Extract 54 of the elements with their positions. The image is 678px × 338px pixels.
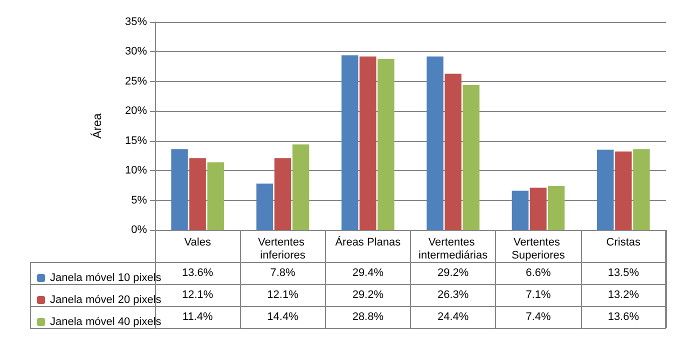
y-axis-title: Área xyxy=(90,113,104,139)
data-label: 13.6% xyxy=(608,311,640,323)
legend-label: Janela móvel 40 pixels xyxy=(50,316,162,328)
bar xyxy=(378,58,394,230)
legend-label: Janela móvel 10 pixels xyxy=(50,272,162,284)
data-label: 12.1% xyxy=(182,289,214,301)
x-tick-label: Cristas xyxy=(606,236,642,248)
x-tick-label: Áreas Planas xyxy=(335,236,402,248)
bar xyxy=(292,144,310,230)
bar xyxy=(597,150,614,230)
bar xyxy=(207,162,224,230)
bar xyxy=(274,158,292,230)
data-label: 12.1% xyxy=(267,289,299,301)
data-label: 7.1% xyxy=(526,289,551,301)
data-label: 11.4% xyxy=(182,311,213,323)
y-tick-label: 15% xyxy=(124,134,148,147)
data-label: 13.2% xyxy=(608,289,640,301)
data-label: 26.3% xyxy=(437,289,469,301)
y-tick-label: 20% xyxy=(124,105,148,118)
data-label: 7.8% xyxy=(270,267,296,279)
data-label: 14.4% xyxy=(267,311,299,323)
x-tick-label: Vertentes Superiores xyxy=(512,236,566,262)
bar xyxy=(633,149,650,230)
x-tick-label: Vales xyxy=(184,236,212,248)
data-label: 29.4% xyxy=(352,267,384,279)
data-label: 13.6% xyxy=(182,267,214,279)
bar xyxy=(256,184,274,230)
y-tick-label: 30% xyxy=(124,46,148,58)
bar xyxy=(426,56,444,230)
bar xyxy=(360,56,376,230)
data-label: 29.2% xyxy=(437,267,469,279)
bar xyxy=(189,158,206,230)
data-label: 28.8% xyxy=(352,311,384,323)
bar xyxy=(530,188,547,230)
y-tick-label: 0% xyxy=(131,224,148,236)
legend-label: Janela móvel 20 pixels xyxy=(50,294,162,306)
bar xyxy=(171,149,188,230)
data-label: 13.5% xyxy=(608,267,640,279)
bar xyxy=(512,190,529,230)
bar xyxy=(444,74,462,230)
data-label: 7.4% xyxy=(526,311,551,323)
data-label: 29.2% xyxy=(352,289,384,301)
y-tick-label: 10% xyxy=(124,164,148,177)
data-label: 6.6% xyxy=(526,267,551,279)
bar xyxy=(342,55,358,230)
bar xyxy=(548,186,565,230)
y-tick-label: 5% xyxy=(131,194,148,206)
bar xyxy=(615,152,632,230)
y-tick-label: 25% xyxy=(124,75,148,88)
data-label: 24.4% xyxy=(437,311,469,323)
x-tick-label: Vertentes intermediárias xyxy=(418,236,488,262)
bar xyxy=(462,84,480,230)
y-tick-label: 35% xyxy=(124,16,148,28)
x-tick-label: Vertentes inferiores xyxy=(258,236,308,262)
